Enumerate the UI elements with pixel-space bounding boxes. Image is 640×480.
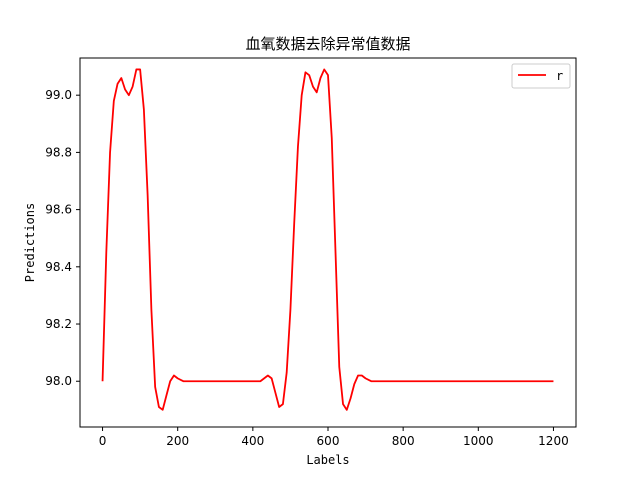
x-tick-label: 200	[166, 434, 189, 448]
x-tick-label: 600	[317, 434, 340, 448]
x-axis: 0 200 400 600 800 1000 1200	[99, 427, 569, 448]
legend: r	[511, 63, 571, 89]
x-axis-label: Labels	[306, 453, 349, 467]
x-tick-label: 400	[241, 434, 264, 448]
y-tick-label: 98.4	[45, 260, 72, 274]
y-axis-label: Predictions	[23, 203, 37, 282]
y-tick-label: 98.8	[45, 145, 72, 159]
y-axis: 98.0 98.2 98.4 98.6 98.8 99.0	[45, 88, 80, 388]
legend-label: r	[556, 69, 563, 83]
legend-box	[511, 63, 571, 89]
x-tick-label: 1200	[538, 434, 569, 448]
x-tick-label: 800	[392, 434, 415, 448]
y-tick-label: 98.2	[45, 317, 72, 331]
x-tick-label: 1000	[463, 434, 494, 448]
chart-title: 血氧数据去除异常值数据	[245, 35, 410, 53]
series-line-0	[101, 68, 554, 411]
y-tick-label: 98.0	[45, 374, 72, 388]
plot-area	[101, 68, 554, 411]
x-tick-label: 0	[99, 434, 107, 448]
y-tick-label: 99.0	[45, 88, 72, 102]
y-tick-label: 98.6	[45, 203, 72, 217]
